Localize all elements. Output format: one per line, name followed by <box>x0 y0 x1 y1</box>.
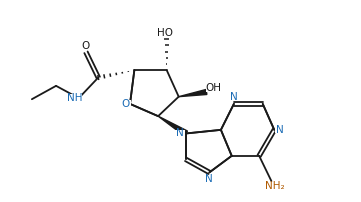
Polygon shape <box>158 116 187 136</box>
Bar <box>206 85 220 92</box>
Text: O: O <box>122 99 130 109</box>
Text: OH: OH <box>205 83 221 93</box>
Text: N: N <box>176 128 184 138</box>
Bar <box>82 43 90 49</box>
Text: O: O <box>82 41 90 51</box>
Text: N: N <box>205 174 213 184</box>
Bar <box>267 183 283 190</box>
Bar <box>229 94 239 101</box>
Bar <box>204 175 214 183</box>
Text: NH₂: NH₂ <box>265 181 285 191</box>
Bar <box>66 94 82 102</box>
Polygon shape <box>179 89 207 97</box>
Bar <box>175 130 185 137</box>
Bar <box>275 126 285 134</box>
Text: N: N <box>276 125 284 135</box>
Bar <box>120 100 131 107</box>
Bar <box>158 29 172 36</box>
Text: NH: NH <box>67 93 82 103</box>
Text: N: N <box>230 92 238 102</box>
Text: HO: HO <box>157 28 173 38</box>
